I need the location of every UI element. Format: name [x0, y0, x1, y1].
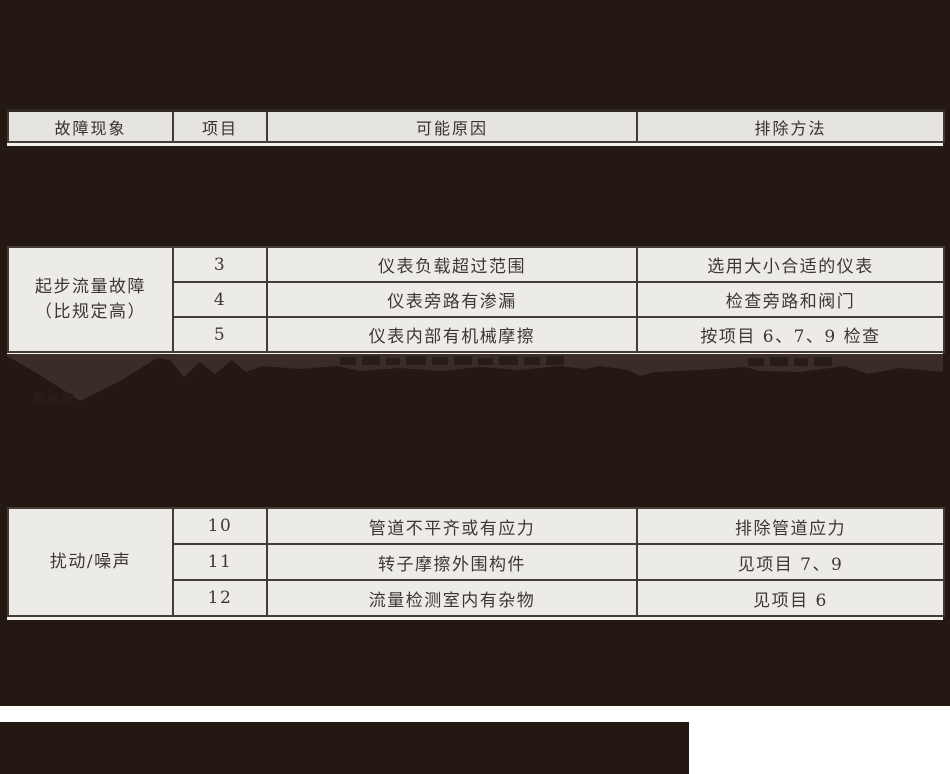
header-cell-remedy: 排除方法: [636, 109, 945, 143]
item-cell: 3: [172, 246, 268, 283]
table-row: 扰动/噪声 10 管道不平齐或有应力 排除管道应力: [7, 507, 945, 617]
cause-cell: 仪表旁路有渗漏: [266, 281, 638, 318]
obscured-text-remnant: [34, 393, 73, 403]
cause-cell: 仪表内部有机械摩擦: [266, 316, 638, 353]
bottom-dark-block: [0, 722, 689, 774]
fault-cell: 起步流量故障 （比规定高）: [7, 246, 174, 353]
header-cell-item: 项目: [172, 109, 268, 143]
item-cell: 12: [172, 579, 268, 617]
fault-cell: 扰动/噪声: [7, 507, 174, 617]
item-cell: 5: [172, 316, 268, 353]
fault-line-1: 扰动/噪声: [49, 551, 132, 572]
table-section-startup-flow-fault: 起步流量故障 （比规定高） 3 仪表负载超过范围 选用大小合适的仪表 4 仪表旁…: [7, 246, 945, 356]
remedy-cell: 选用大小合适的仪表: [636, 246, 945, 283]
table-row: 4 仪表旁路有渗漏 检查旁路和阀门: [8, 281, 945, 318]
table-header-section: 故障现象 项目 可能原因 排除方法: [7, 109, 945, 146]
obscured-text-remnant: [748, 357, 832, 366]
obscured-text-remnant: [340, 356, 564, 365]
item-cell: 11: [172, 543, 268, 581]
rows-10-12: 扰动/噪声 10 管道不平齐或有应力 排除管道应力 11 转子摩擦外围构件 见项…: [7, 507, 945, 617]
fault-line-2: （比规定高）: [35, 301, 146, 322]
fault-line-1: 起步流量故障: [35, 276, 146, 297]
table-row: 12 流量检测室内有杂物 见项目 6: [8, 579, 945, 617]
header-cell-cause: 可能原因: [266, 109, 638, 143]
torn-overlay-edge: [7, 354, 943, 403]
table-row: 11 转子摩擦外围构件 见项目 7、9: [8, 543, 945, 581]
remedy-cell: 检查旁路和阀门: [636, 281, 945, 318]
table-section-disturbance-noise: 扰动/噪声 10 管道不平齐或有应力 排除管道应力 11 转子摩擦外围构件 见项…: [7, 507, 945, 620]
cause-cell: 仪表负载超过范围: [266, 246, 638, 283]
troubleshooting-table-header: 故障现象 项目 可能原因 排除方法: [7, 109, 945, 143]
table-row: 5 仪表内部有机械摩擦 按项目 6、7、9 检查: [8, 316, 945, 353]
item-cell: 10: [172, 507, 268, 545]
table-row: 起步流量故障 （比规定高） 3 仪表负载超过范围 选用大小合适的仪表: [7, 246, 945, 353]
remedy-cell: 排除管道应力: [636, 507, 945, 545]
header-cell-fault: 故障现象: [7, 109, 174, 143]
cause-cell: 转子摩擦外围构件: [266, 543, 638, 581]
item-cell: 4: [172, 281, 268, 318]
cause-cell: 流量检测室内有杂物: [266, 579, 638, 617]
rows-3-5: 起步流量故障 （比规定高） 3 仪表负载超过范围 选用大小合适的仪表 4 仪表旁…: [7, 246, 945, 353]
remedy-cell: 见项目 6: [636, 579, 945, 617]
remedy-cell: 按项目 6、7、9 检查: [636, 316, 945, 353]
torn-band-shape: [7, 354, 943, 401]
cause-cell: 管道不平齐或有应力: [266, 507, 638, 545]
remedy-cell: 见项目 7、9: [636, 543, 945, 581]
